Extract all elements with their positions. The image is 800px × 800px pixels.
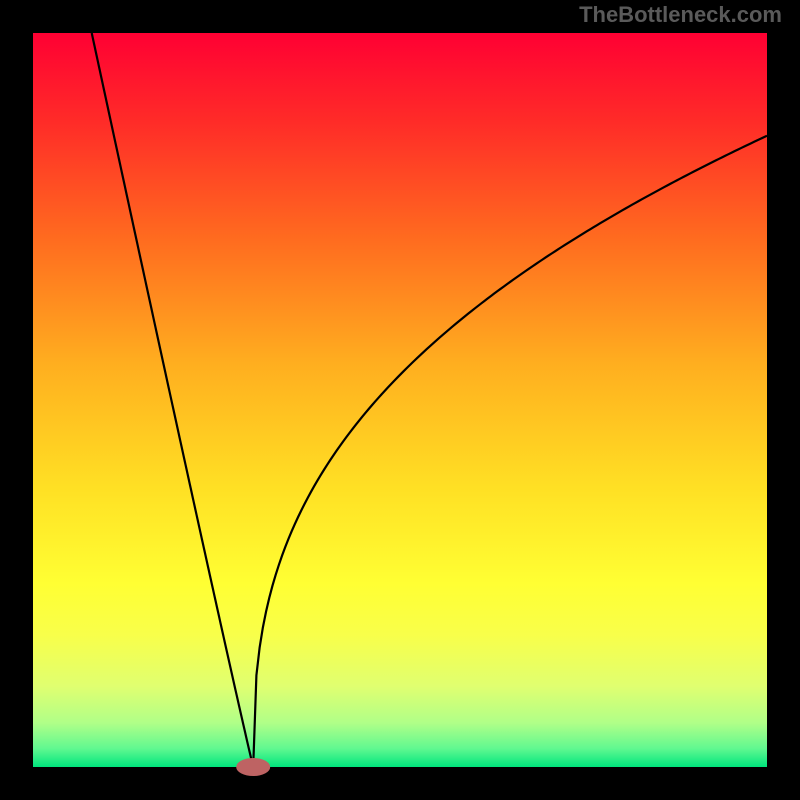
bottleneck-chart <box>0 0 800 800</box>
minimum-marker <box>236 758 270 776</box>
plot-background <box>33 33 767 767</box>
chart-container: { "watermark": { "text": "TheBottleneck.… <box>0 0 800 800</box>
watermark-text: TheBottleneck.com <box>579 2 782 28</box>
